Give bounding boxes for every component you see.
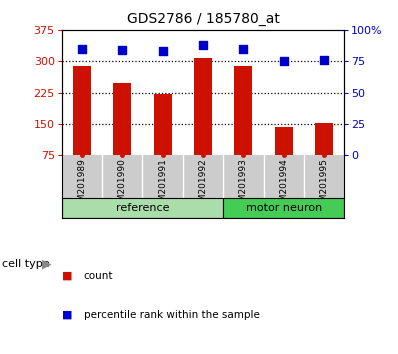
Text: GSM201989: GSM201989: [77, 158, 86, 213]
Text: motor neuron: motor neuron: [246, 203, 322, 213]
Bar: [223, 198, 344, 218]
Point: [119, 47, 125, 53]
Point: [240, 46, 246, 52]
Text: cell type: cell type: [2, 259, 50, 269]
Bar: [275, 127, 293, 155]
Text: GSM201994: GSM201994: [279, 158, 288, 213]
Point: [79, 46, 85, 52]
Text: GSM201995: GSM201995: [320, 158, 329, 213]
Point: [321, 57, 327, 63]
Bar: [315, 123, 333, 155]
Text: ■: ■: [62, 310, 72, 320]
Text: percentile rank within the sample: percentile rank within the sample: [84, 310, 259, 320]
Text: GSM201990: GSM201990: [118, 158, 127, 213]
Point: [160, 48, 166, 54]
Bar: [113, 83, 131, 155]
Text: GSM201991: GSM201991: [158, 158, 167, 213]
Text: GSM201993: GSM201993: [239, 158, 248, 213]
Bar: [62, 198, 223, 218]
Text: reference: reference: [116, 203, 169, 213]
Title: GDS2786 / 185780_at: GDS2786 / 185780_at: [127, 12, 279, 26]
Bar: [154, 94, 172, 155]
Bar: [194, 58, 212, 155]
Text: count: count: [84, 271, 113, 281]
Bar: [73, 66, 91, 155]
Text: ■: ■: [62, 271, 72, 281]
Text: ▶: ▶: [42, 257, 51, 270]
Bar: [234, 66, 252, 155]
Text: GSM201992: GSM201992: [199, 158, 207, 213]
Point: [200, 42, 206, 48]
Point: [281, 58, 287, 64]
